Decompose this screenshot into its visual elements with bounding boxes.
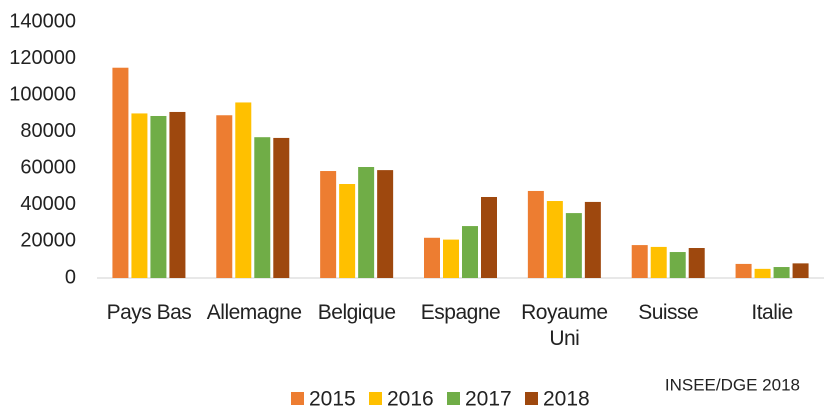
legend-label: 2017 (465, 388, 512, 410)
bar (150, 115, 167, 278)
bar (443, 239, 459, 278)
x-tick-label: Belgique (317, 301, 396, 324)
x-tick-label: Royaume Uni (521, 301, 608, 350)
bar (792, 263, 809, 278)
legend-label: 2018 (543, 388, 590, 410)
x-tick-label: Suisse (638, 301, 699, 324)
y-tick-label: 20000 (20, 230, 76, 252)
bar (631, 245, 648, 278)
legend-swatch (291, 392, 304, 405)
y-tick-label: 80000 (20, 120, 76, 142)
legend-label: 2016 (387, 388, 434, 410)
bar (481, 196, 497, 278)
bar (339, 184, 356, 278)
y-tick-label: 60000 (20, 157, 76, 179)
bar (565, 213, 582, 278)
x-tick-label: Italie (751, 301, 793, 324)
bar (527, 190, 544, 278)
bar (235, 102, 252, 278)
bar (273, 137, 290, 278)
bar (424, 237, 440, 278)
y-tick-label: 100000 (9, 83, 76, 105)
bar (773, 267, 790, 278)
bar (546, 201, 563, 278)
y-tick-label: 120000 (9, 47, 76, 69)
bar (254, 137, 271, 278)
x-tick-label: Espagne (420, 301, 501, 324)
y-tick-label: 0 (65, 266, 76, 288)
bar (377, 170, 394, 278)
bar (688, 248, 705, 278)
source-note: INSEE/DGE 2018 (665, 375, 800, 394)
bar (754, 268, 771, 278)
y-tick-label: 40000 (20, 193, 76, 215)
bar (169, 111, 186, 278)
bar (358, 167, 375, 278)
bar (112, 67, 129, 278)
bar (216, 115, 233, 278)
y-tick-label: 140000 (9, 10, 76, 32)
bar (650, 246, 667, 278)
legend-swatch (525, 392, 538, 405)
bar (131, 113, 148, 278)
x-tick-label: Allemagne (206, 301, 302, 324)
bar (462, 226, 478, 278)
bar (735, 263, 752, 278)
legend-swatch (369, 392, 382, 405)
legend-swatch (447, 392, 460, 405)
legend-label: 2015 (309, 388, 356, 410)
x-tick-label: Pays Bas (106, 301, 192, 324)
bar (584, 201, 601, 278)
bar (320, 171, 337, 278)
bar (669, 252, 686, 278)
